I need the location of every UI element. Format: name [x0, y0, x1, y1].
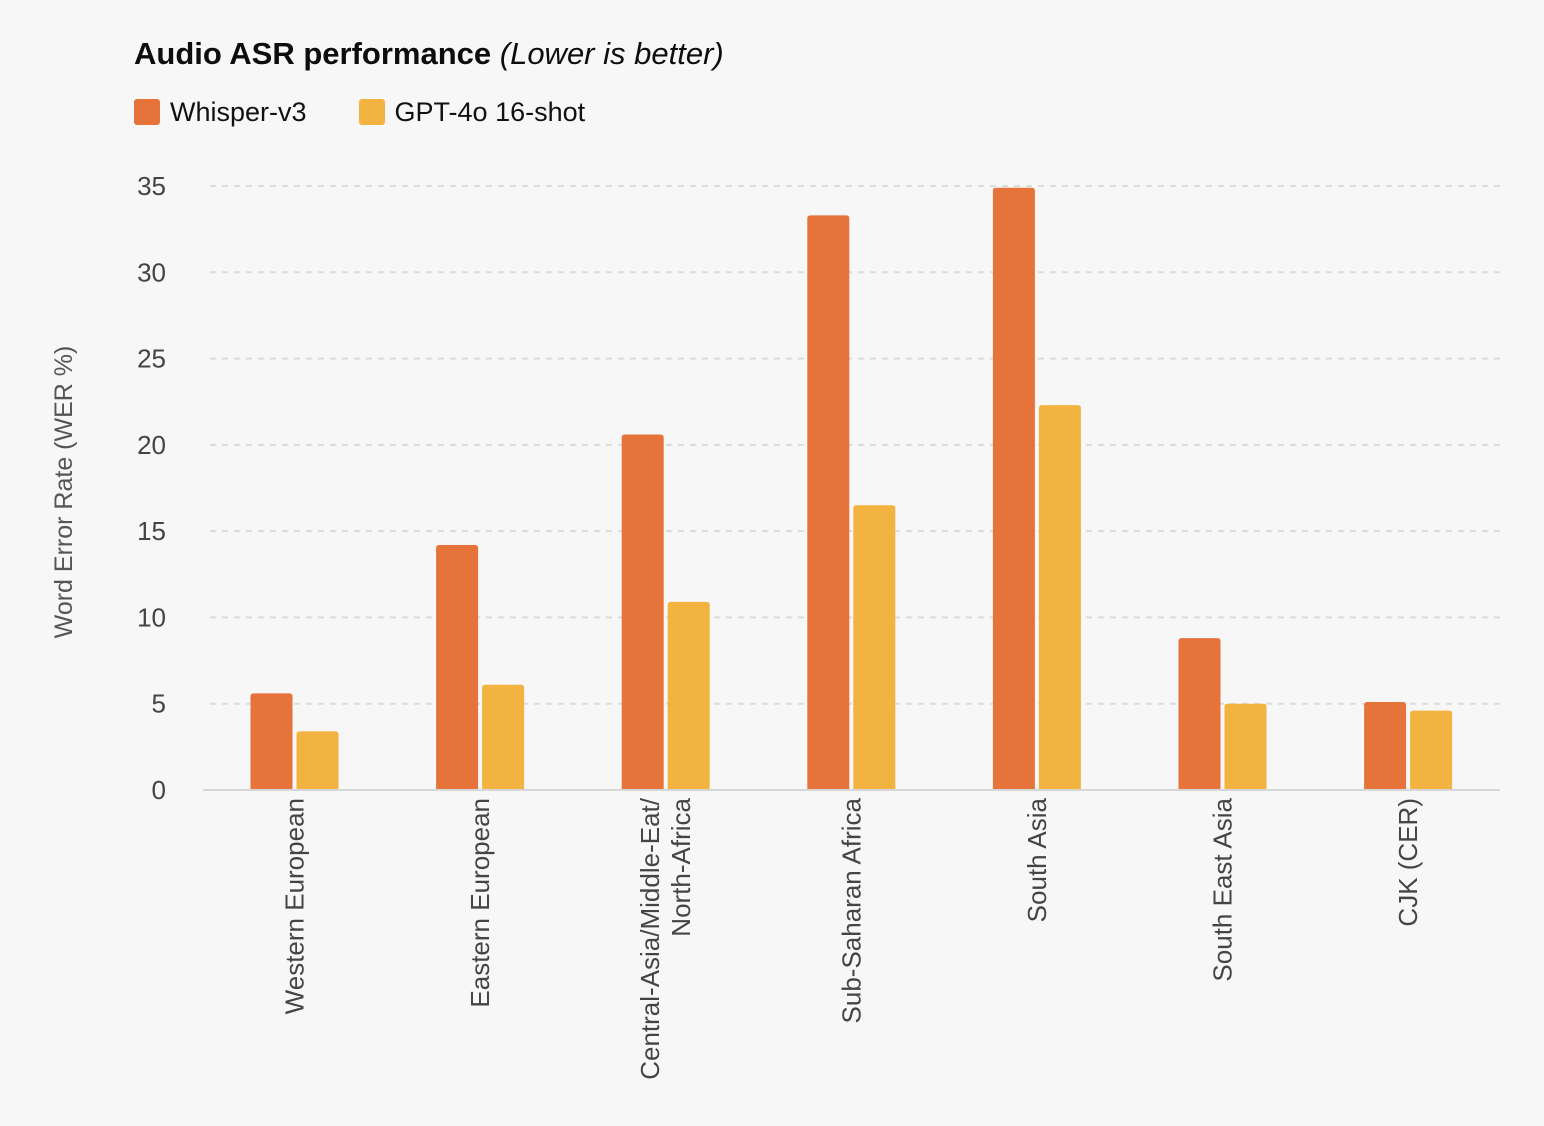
y-axis-ticks: 0 5 10 15 20 25 30 35	[137, 171, 166, 805]
y-tick-label: 10	[137, 602, 166, 632]
chart-legend: Whisper-v3 GPT-4o 16-shot	[134, 94, 637, 130]
x-category-label: South Asia	[1022, 797, 1052, 922]
bar-whisper	[621, 434, 664, 790]
bar-whisper	[992, 187, 1035, 790]
bar-whisper	[1178, 638, 1221, 790]
y-axis-label: Word Error Rate (WER %)	[50, 346, 78, 639]
y-tick-label: 25	[137, 344, 166, 374]
legend-item-whisper: Whisper-v3	[134, 97, 307, 128]
bar-gpt4o	[482, 684, 525, 790]
x-category-label: Eastern European	[465, 798, 495, 1008]
x-category-label: Sub-Saharan Africa	[836, 797, 866, 1023]
bar-whisper	[436, 544, 479, 790]
y-tick-label: 0	[152, 775, 166, 805]
legend-swatch-gpt4o	[358, 99, 385, 125]
x-category-label: Western European	[280, 798, 310, 1014]
y-tick-label: 15	[137, 516, 166, 546]
bars	[250, 187, 1453, 790]
bar-whisper	[250, 693, 293, 790]
bar-gpt4o	[667, 601, 710, 790]
y-tick-label: 35	[137, 171, 166, 201]
legend-swatch-whisper	[134, 99, 160, 125]
y-tick-label: 20	[137, 430, 166, 460]
legend-item-gpt4o: GPT-4o 16-shot	[358, 96, 586, 128]
bar-whisper	[1364, 701, 1407, 790]
bar-whisper	[807, 215, 850, 790]
bar-gpt4o	[1224, 703, 1267, 790]
y-tick-label: 30	[137, 257, 166, 287]
bar-gpt4o	[853, 505, 896, 790]
bar-gpt4o	[296, 731, 339, 790]
y-tick-label: 5	[152, 689, 166, 719]
x-category-label: CJK (CER)	[1393, 798, 1423, 927]
x-axis-categories: Western European Eastern European Central-…	[280, 797, 1424, 1080]
chart-subtitle: (Lower is better)	[499, 36, 724, 71]
legend-label-whisper: Whisper-v3	[170, 96, 307, 127]
x-category-label: South East Asia	[1208, 797, 1238, 981]
chart-title-main: Audio ASR performance	[134, 36, 492, 71]
x-category-label: Central-Asia/Middle-Eat/North-Africa	[635, 797, 696, 1080]
legend-label-gpt4o: GPT-4o 16-shot	[394, 96, 586, 127]
bar-gpt4o	[1038, 405, 1081, 790]
bar-gpt4o	[1410, 710, 1453, 790]
chart-title: Audio ASR performance (Lower is better)	[134, 34, 724, 74]
